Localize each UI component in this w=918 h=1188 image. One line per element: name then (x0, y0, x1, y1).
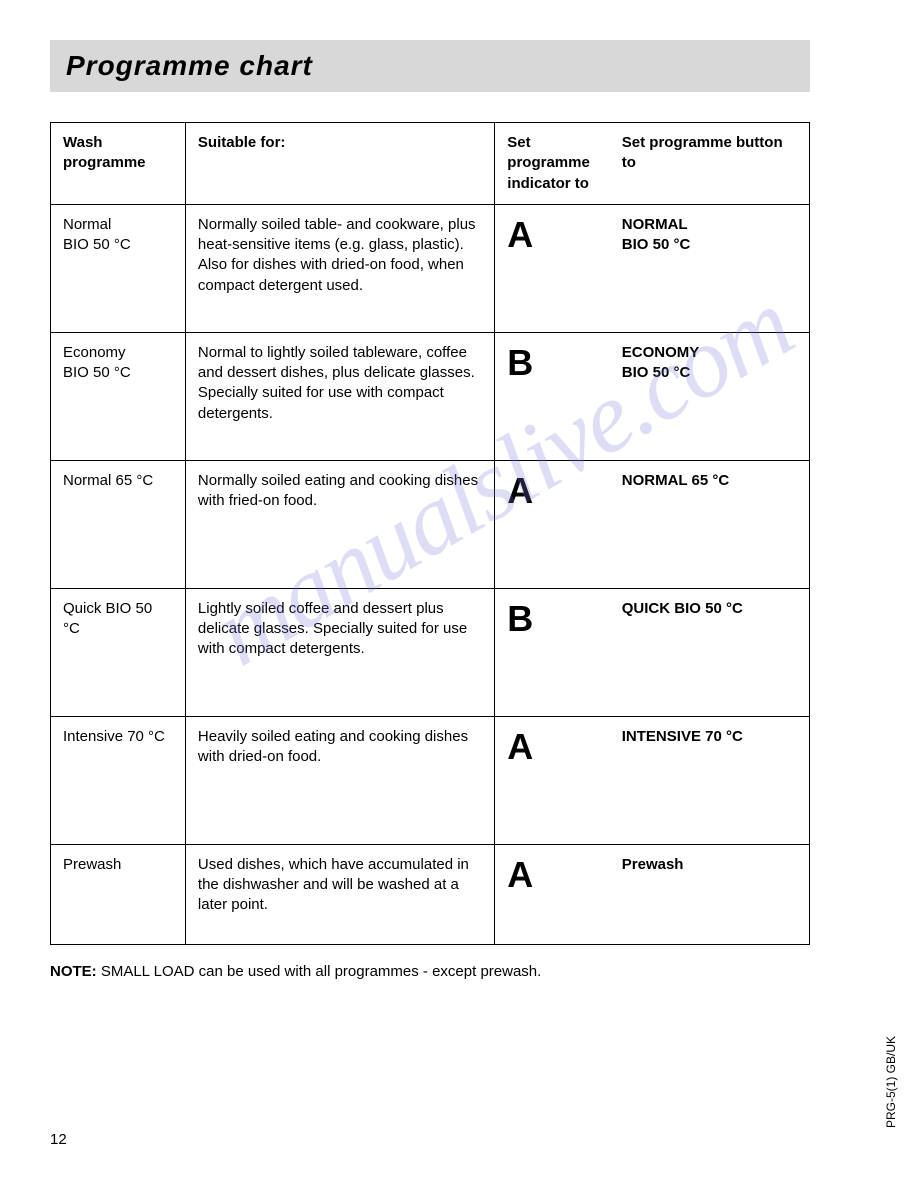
indicator-letter: A (507, 729, 597, 765)
cell-button: INTENSIVE 70 °C (610, 716, 810, 844)
cell-suitable: Normal to lightly soiled tableware, coff… (185, 332, 494, 460)
table-row: Prewash Used dishes, which have accumula… (51, 844, 810, 944)
cell-indicator: A (495, 844, 610, 944)
indicator-letter: B (507, 601, 597, 637)
cell-wash: NormalBIO 50 °C (51, 204, 186, 332)
header-wash-programme: Wash programme (51, 123, 186, 205)
indicator-letter: A (507, 473, 597, 509)
title-bar: Programme chart (50, 40, 810, 92)
note-text: SMALL LOAD can be used with all programm… (97, 963, 542, 980)
cell-suitable: Normally soiled table- and cookware, plu… (185, 204, 494, 332)
cell-button: Prewash (610, 844, 810, 944)
cell-suitable: Heavily soiled eating and cooking dishes… (185, 716, 494, 844)
programme-table: Wash programme Suitable for: Set program… (50, 122, 810, 945)
header-indicator: Set programme indicator to (495, 123, 610, 205)
cell-wash: Prewash (51, 844, 186, 944)
note: NOTE: SMALL LOAD can be used with all pr… (50, 963, 810, 980)
cell-suitable: Used dishes, which have accumulated in t… (185, 844, 494, 944)
cell-wash: EconomyBIO 50 °C (51, 332, 186, 460)
page-title: Programme chart (66, 50, 794, 82)
table-header-row: Wash programme Suitable for: Set program… (51, 123, 810, 205)
cell-button: NORMALBIO 50 °C (610, 204, 810, 332)
side-code: PRG-5(1) GB/UK (884, 1036, 898, 1128)
note-label: NOTE: (50, 963, 97, 980)
page-number: 12 (50, 1131, 67, 1148)
cell-indicator: B (495, 332, 610, 460)
cell-indicator: A (495, 460, 610, 588)
table-row: Normal 65 °C Normally soiled eating and … (51, 460, 810, 588)
cell-wash: Intensive 70 °C (51, 716, 186, 844)
cell-indicator: A (495, 204, 610, 332)
cell-indicator: A (495, 716, 610, 844)
cell-indicator: B (495, 588, 610, 716)
table-row: Quick BIO 50 °C Lightly soiled coffee an… (51, 588, 810, 716)
cell-suitable: Normally soiled eating and cooking dishe… (185, 460, 494, 588)
header-suitable-for: Suitable for: (185, 123, 494, 205)
table-row: NormalBIO 50 °C Normally soiled table- a… (51, 204, 810, 332)
indicator-letter: A (507, 217, 597, 253)
indicator-letter: B (507, 345, 597, 381)
cell-suitable: Lightly soiled coffee and dessert plus d… (185, 588, 494, 716)
indicator-letter: A (507, 857, 597, 893)
cell-wash: Normal 65 °C (51, 460, 186, 588)
cell-button: ECONOMYBIO 50 °C (610, 332, 810, 460)
table-row: EconomyBIO 50 °C Normal to lightly soile… (51, 332, 810, 460)
cell-wash: Quick BIO 50 °C (51, 588, 186, 716)
cell-button: NORMAL 65 °C (610, 460, 810, 588)
header-button: Set programme button to (610, 123, 810, 205)
table-row: Intensive 70 °C Heavily soiled eating an… (51, 716, 810, 844)
cell-button: QUICK BIO 50 °C (610, 588, 810, 716)
